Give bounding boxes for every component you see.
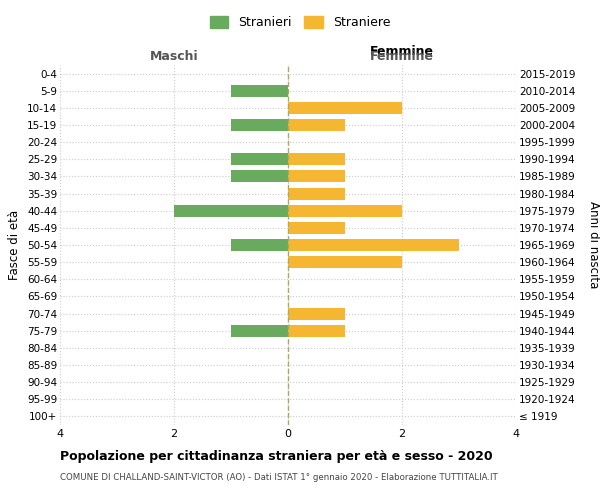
Bar [231, 239, 288, 251]
Bar [288, 308, 345, 320]
Bar [288, 170, 345, 182]
Bar [288, 324, 345, 336]
Text: Popolazione per cittadinanza straniera per età e sesso - 2020: Popolazione per cittadinanza straniera p… [60, 450, 493, 463]
Bar [231, 324, 288, 336]
Bar [288, 256, 402, 268]
Bar [231, 170, 288, 182]
Bar [288, 188, 345, 200]
Bar [288, 154, 345, 166]
Text: Maschi: Maschi [149, 50, 199, 62]
Bar [174, 204, 288, 216]
Text: Femmine: Femmine [370, 45, 434, 58]
Text: Femmine: Femmine [370, 50, 434, 62]
Y-axis label: Fasce di età: Fasce di età [8, 210, 22, 280]
Bar [288, 102, 402, 114]
Bar [288, 204, 402, 216]
Text: COMUNE DI CHALLAND-SAINT-VICTOR (AO) - Dati ISTAT 1° gennaio 2020 - Elaborazione: COMUNE DI CHALLAND-SAINT-VICTOR (AO) - D… [60, 472, 498, 482]
Bar [231, 154, 288, 166]
Y-axis label: Anni di nascita: Anni di nascita [587, 202, 599, 288]
Bar [288, 222, 345, 234]
Bar [288, 239, 459, 251]
Bar [231, 119, 288, 131]
Legend: Stranieri, Straniere: Stranieri, Straniere [205, 11, 395, 34]
Bar [288, 119, 345, 131]
Bar [231, 84, 288, 96]
